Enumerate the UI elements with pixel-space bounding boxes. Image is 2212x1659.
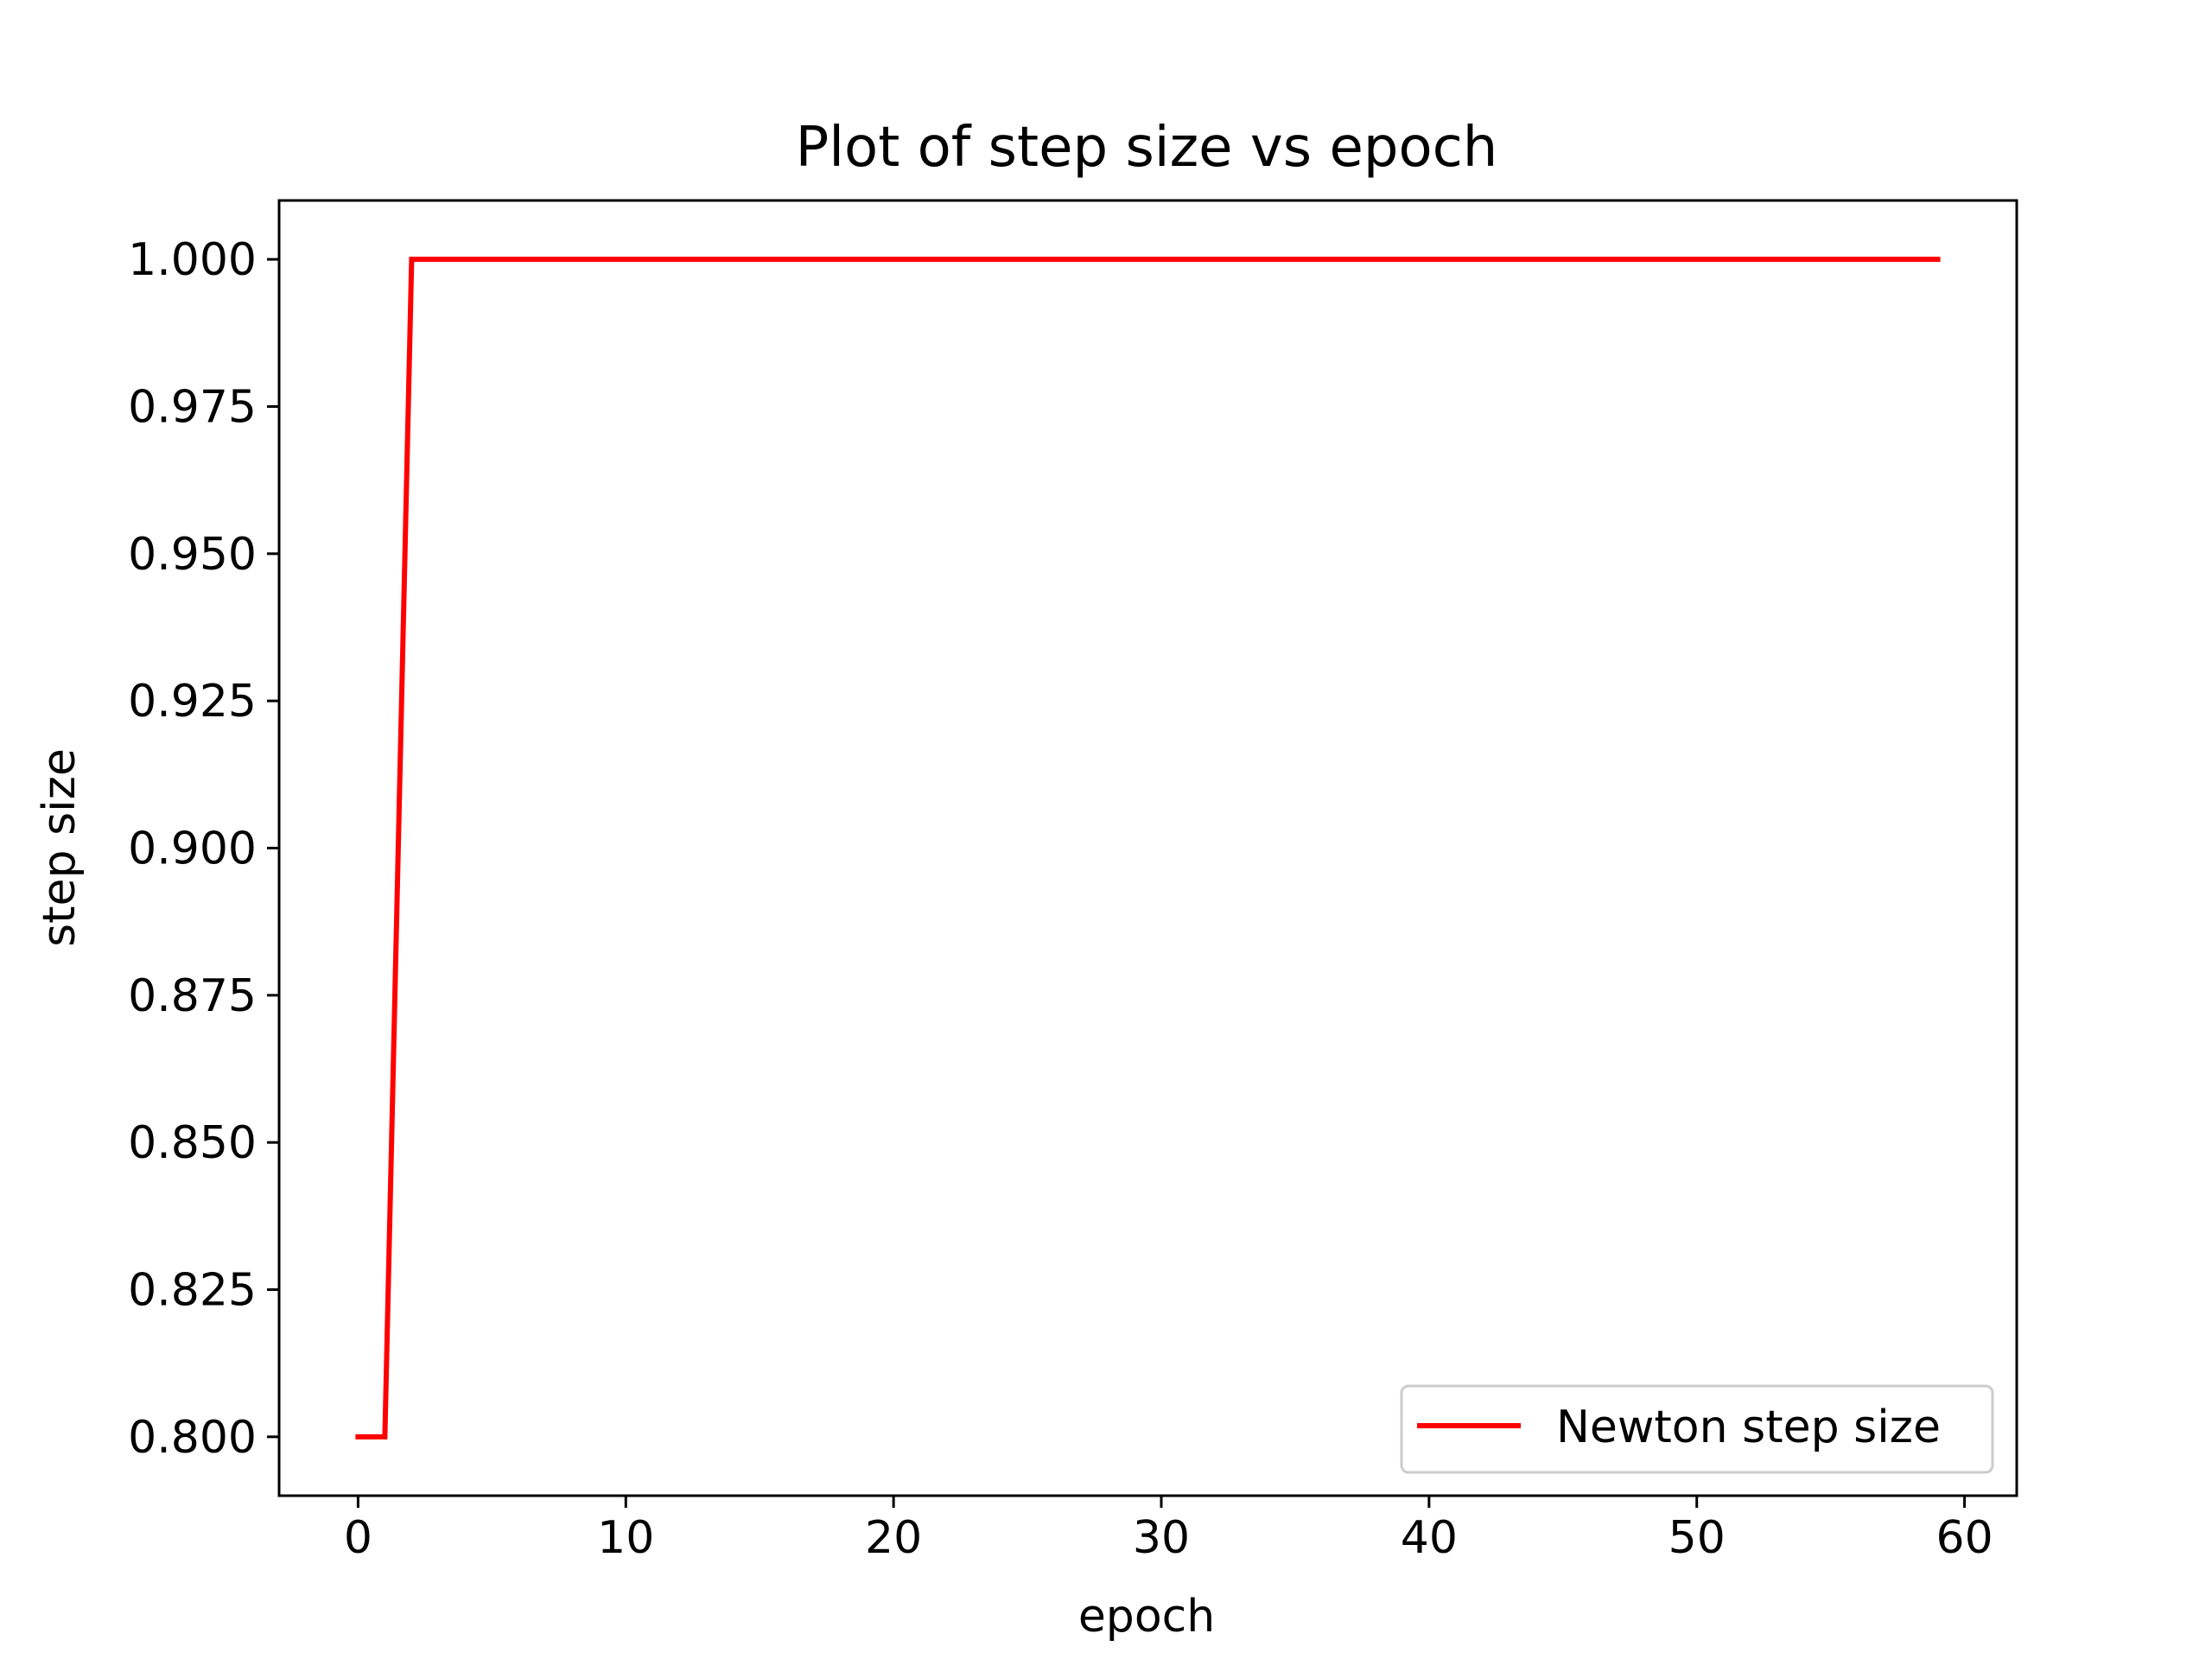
x-tick-label: 30 <box>1133 1512 1190 1564</box>
y-tick-label: 0.950 <box>128 529 257 581</box>
y-tick-label: 1.000 <box>128 234 257 286</box>
x-tick-label: 0 <box>344 1512 372 1564</box>
y-tick-label: 0.850 <box>128 1117 257 1169</box>
legend-box <box>1400 1384 1994 1474</box>
legend: Newton step size <box>1400 1384 1994 1474</box>
x-tick-label: 60 <box>1936 1512 1993 1564</box>
x-tick-label: 20 <box>865 1512 922 1564</box>
x-tick-label: 10 <box>597 1512 654 1564</box>
x-tick-label: 50 <box>1669 1512 1726 1564</box>
y-tick-label: 0.975 <box>128 381 257 433</box>
y-tick-label: 0.900 <box>128 823 257 875</box>
y-axis-ticks: 0.800 0.825 0.850 0.875 0.900 0.925 0.950 0.975… <box>128 234 279 1464</box>
y-tick-label: 0.825 <box>128 1265 257 1317</box>
y-tick-label: 0.875 <box>128 970 257 1022</box>
y-tick-label: 0.800 <box>128 1412 257 1464</box>
series-layer <box>355 257 1941 1440</box>
series-line-0 <box>355 257 1941 1440</box>
legend-label: Newton step size <box>1556 1402 1941 1453</box>
y-tick-label: 0.925 <box>128 676 257 728</box>
x-axis-label: epoch <box>1078 1591 1215 1643</box>
chart-title: Plot of step size vs epoch <box>796 116 1498 180</box>
y-axis-label: step size <box>34 748 86 947</box>
x-axis-ticks: 0 10 20 30 40 50 60 <box>344 1496 1993 1564</box>
x-tick-label: 40 <box>1401 1512 1458 1564</box>
